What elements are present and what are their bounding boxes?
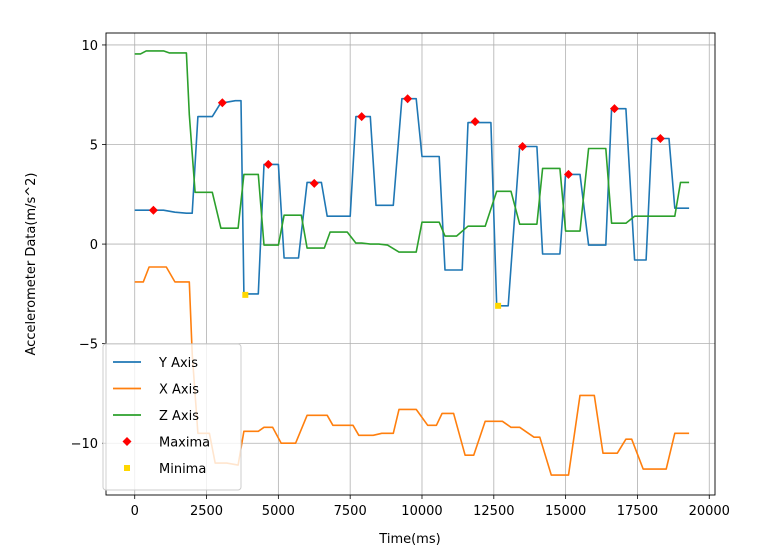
y-tick-label: 10 <box>81 39 98 54</box>
maxima-point <box>609 104 619 114</box>
legend-swatch-maxima <box>122 437 132 446</box>
maxima-point <box>655 134 665 144</box>
legend-label-z-axis: Z Axis <box>159 409 199 424</box>
series-line-z-axis <box>134 50 690 253</box>
maxima-point <box>403 94 413 104</box>
legend-label-x-axis: X Axis <box>159 383 199 398</box>
y-tick-label: −5 <box>79 338 98 353</box>
x-tick-label: 20000 <box>689 504 730 519</box>
legend: Y Axis X Axis Z Axis Maxima Minima <box>102 343 242 491</box>
legend-label-y-axis: Y Axis <box>158 356 198 371</box>
minima-point <box>495 302 502 309</box>
plot-frame <box>105 32 716 496</box>
y-axis-ticks: −10 −5 0 5 10 <box>71 39 106 452</box>
maxima-point <box>217 98 227 108</box>
legend-box <box>102 343 242 491</box>
series-line-y-axis <box>134 97 690 307</box>
x-tick-label: 12500 <box>473 504 514 519</box>
x-tick-label: 15000 <box>545 504 586 519</box>
x-tick-label: 17500 <box>617 504 658 519</box>
grid-lines <box>106 33 715 495</box>
legend-label-maxima: Maxima <box>159 436 210 451</box>
legend-swatch-minima <box>124 465 130 471</box>
maxima-point <box>470 117 480 127</box>
maxima-point <box>518 142 528 152</box>
x-tick-label: 0 <box>131 504 139 519</box>
x-axis-title: Time(ms) <box>378 532 440 547</box>
y-axis-title: Accelerometer Data(m/s^2) <box>24 173 39 356</box>
maxima-point <box>357 112 367 122</box>
maxima-point <box>563 169 573 179</box>
x-axis-ticks: 0 2500 5000 7500 10000 12500 15000 17500 20000 <box>131 495 730 519</box>
x-tick-label: 7500 <box>334 504 367 519</box>
y-tick-label: −10 <box>71 437 98 452</box>
maxima-point <box>309 178 319 188</box>
y-tick-label: 5 <box>90 139 98 154</box>
marker-layer <box>148 94 665 309</box>
x-tick-label: 10000 <box>401 504 442 519</box>
maxima-point <box>263 159 273 169</box>
x-tick-label: 2500 <box>190 504 223 519</box>
legend-label-minima: Minima <box>159 462 206 477</box>
maxima-point <box>148 205 158 215</box>
minima-point <box>242 291 249 298</box>
x-tick-label: 5000 <box>262 504 295 519</box>
y-tick-label: 0 <box>90 238 98 253</box>
